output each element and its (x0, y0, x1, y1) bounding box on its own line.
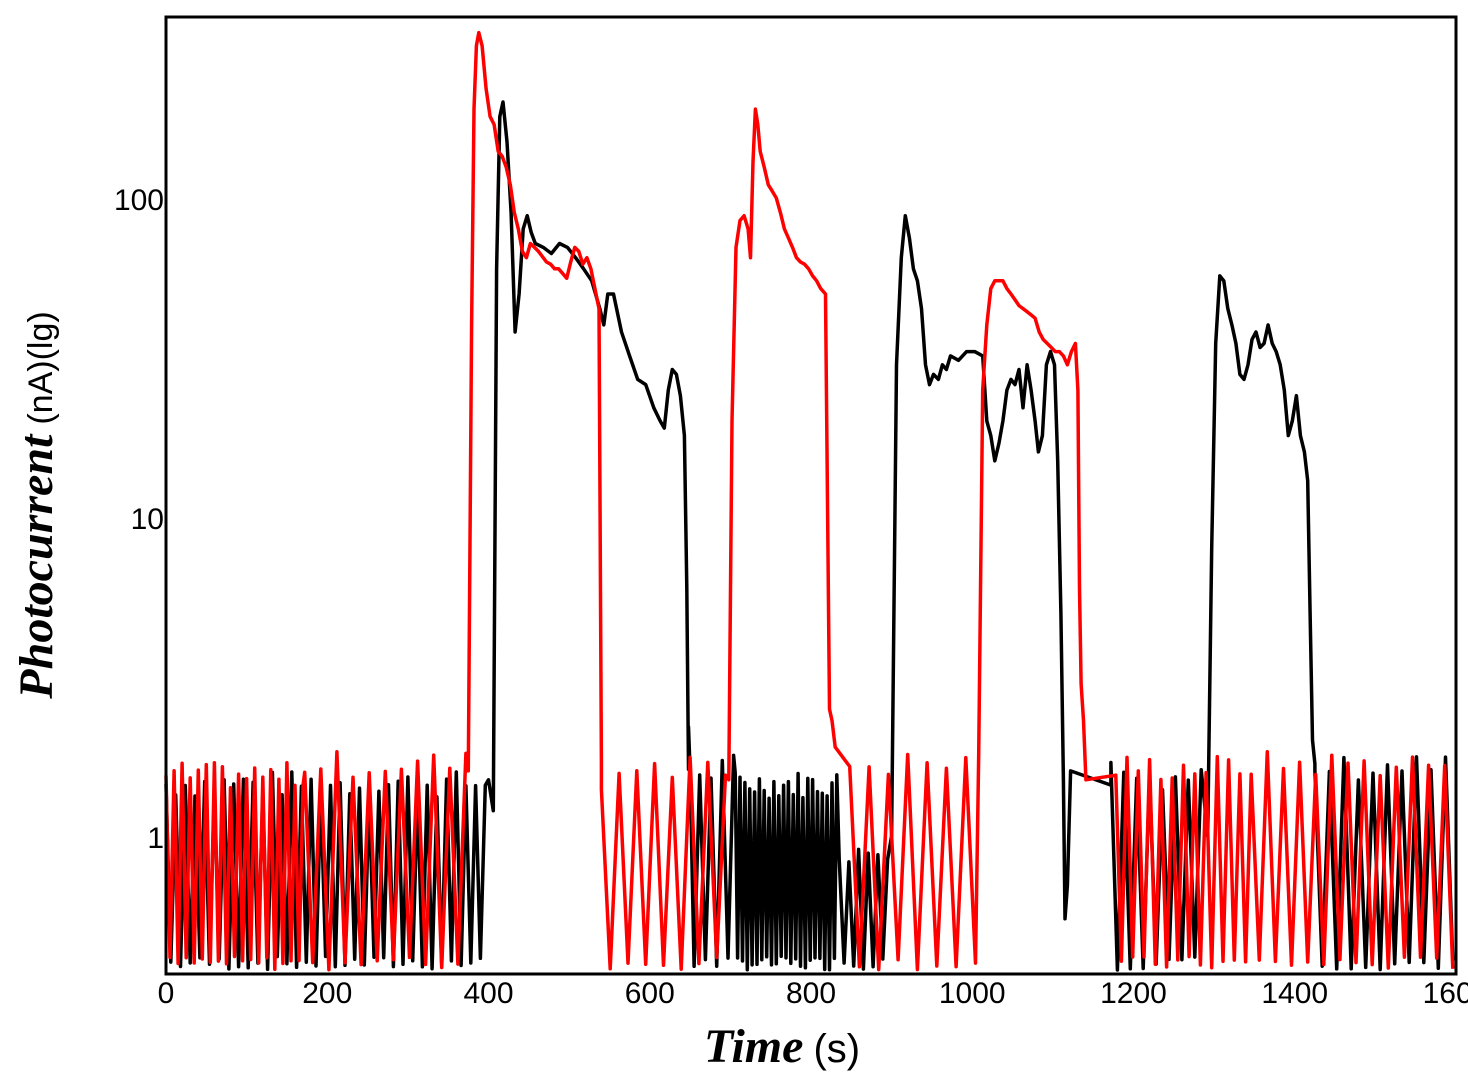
y-axis-unit: (nA)(lg) (22, 311, 60, 424)
y-tick-label: 100 (114, 184, 164, 217)
plot-frame (164, 15, 1458, 976)
y-axis-label: Photocurrent (10, 433, 63, 700)
x-axis-title: Time (s) (704, 1020, 860, 1073)
x-tick-label: 1200 (1100, 977, 1167, 1010)
x-axis-unit: (s) (813, 1027, 860, 1071)
x-tick-label: 200 (302, 977, 352, 1010)
x-tick-label: 1000 (939, 977, 1006, 1010)
x-tick-label: 400 (463, 977, 513, 1010)
series-black-line (164, 100, 1455, 972)
x-tick-label: 0 (158, 977, 175, 1010)
y-tick-label: 1 (147, 822, 164, 855)
y-axis-title: Photocurrent (nA)(lg) (10, 311, 63, 699)
x-axis-label: Time (704, 1020, 804, 1073)
y-tick-label: 10 (131, 503, 164, 536)
y-axis-ticks: 1 10 100 (114, 184, 164, 855)
x-tick-label: 1600 (1423, 977, 1468, 1010)
x-tick-label: 1400 (1261, 977, 1328, 1010)
x-tick-label: 600 (625, 977, 675, 1010)
x-tick-label: 800 (786, 977, 836, 1010)
series-layer (164, 30, 1455, 972)
series-red-line (164, 30, 1455, 972)
x-axis-ticks: 0 200 400 600 800 1000 1200 1400 1600 (158, 977, 1468, 1010)
